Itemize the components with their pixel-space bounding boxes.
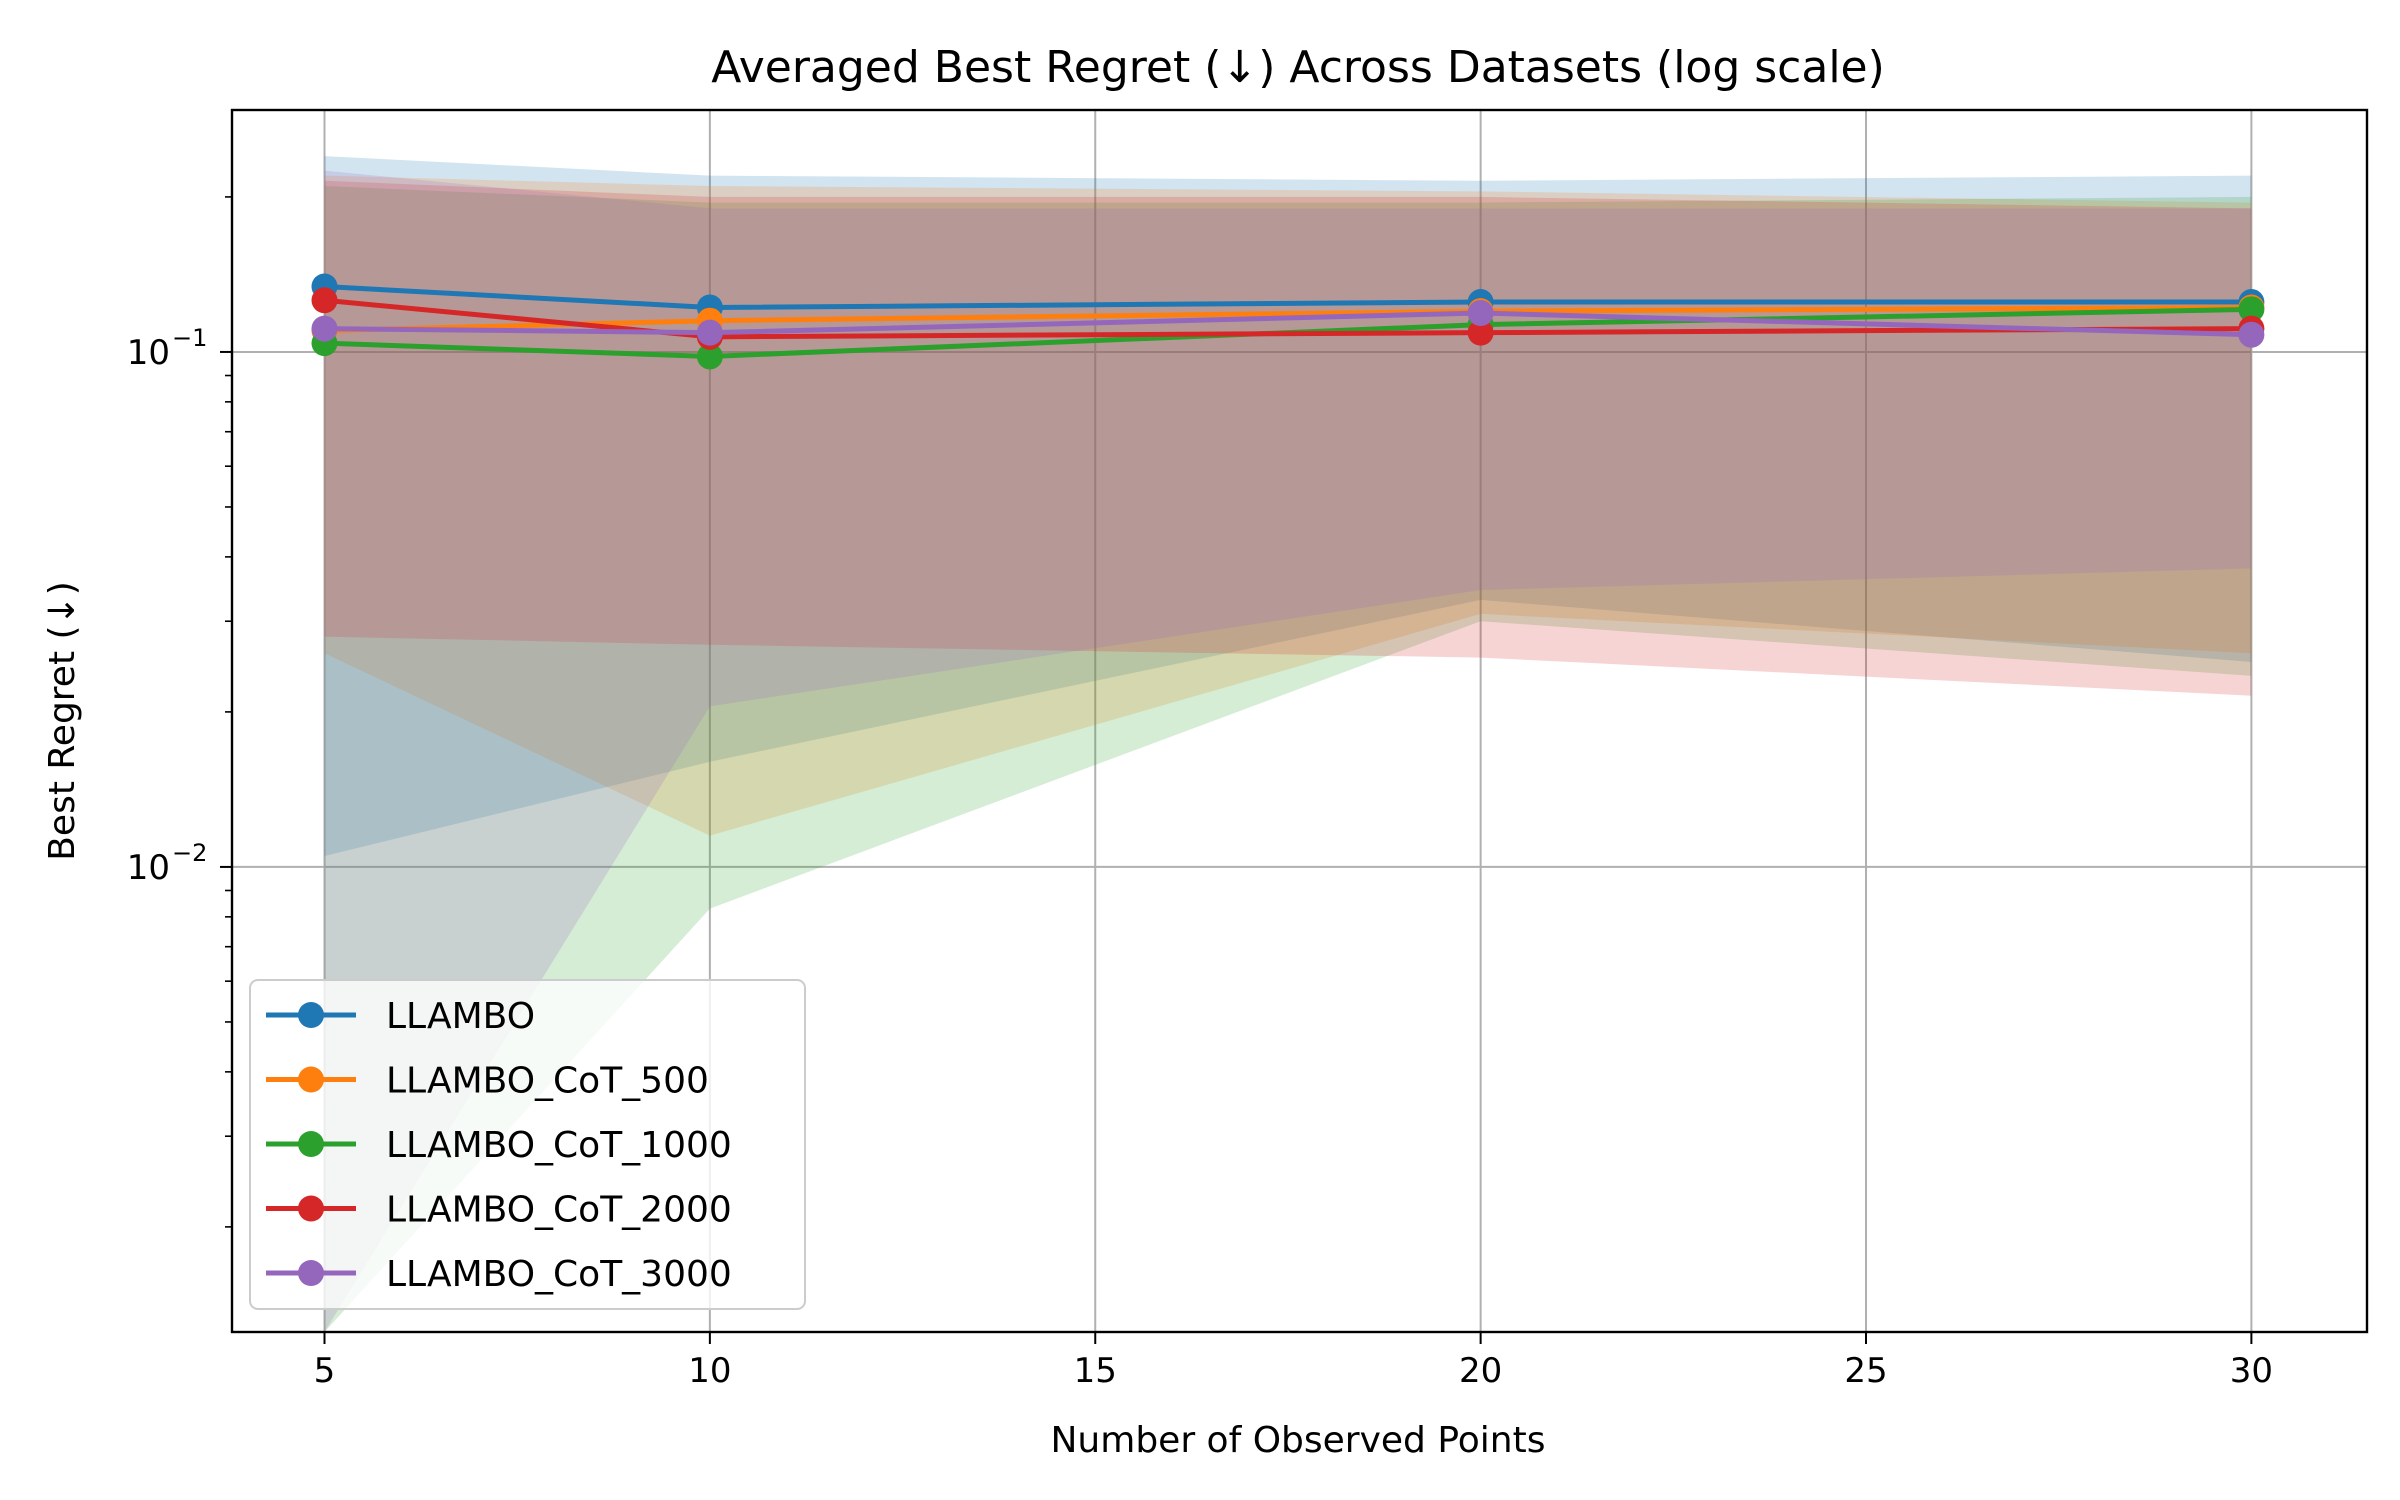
legend-swatch-marker [298, 1260, 324, 1286]
plot-frame [230, 108, 2369, 1334]
y-tick-exponent: −1 [172, 324, 207, 352]
series-line [324, 306, 2252, 359]
data-point [696, 319, 723, 346]
y-axis-label: Best Regret (↓) [42, 581, 83, 861]
legend-swatch-marker [298, 1002, 324, 1028]
data-point [696, 343, 723, 370]
error-band [324, 170, 2252, 1332]
y-tick-label: 10 [127, 848, 170, 888]
legend-swatch-marker [298, 1066, 324, 1093]
series-line [324, 283, 2252, 310]
series-line [324, 297, 2252, 340]
legend-swatch-marker [298, 1131, 324, 1157]
legend-label: LLAMBO_CoT_3000 [386, 1254, 732, 1295]
data-point [1467, 300, 1494, 327]
legend-label: LLAMBO_CoT_500 [386, 1061, 709, 1102]
series-line [324, 304, 2252, 334]
legend-box [249, 979, 806, 1310]
x-tick-label: 25 [1844, 1351, 1887, 1391]
data-point [2238, 321, 2265, 348]
series-lines [311, 273, 2265, 370]
legend-swatch-marker [298, 1195, 324, 1222]
x-tick-label: 5 [314, 1351, 336, 1391]
x-tick-label: 20 [1459, 1351, 1502, 1391]
x-tick-label: 15 [1074, 1351, 1117, 1391]
error-band [324, 175, 2252, 836]
x-tick-label: 10 [688, 1351, 731, 1391]
data-point [1467, 319, 1494, 346]
data-point [311, 315, 338, 342]
legend-label: LLAMBO_CoT_1000 [386, 1125, 732, 1166]
chart-title: Averaged Best Regret (↓) Across Datasets… [711, 42, 1885, 93]
legend: LLAMBO LLAMBO_CoT_500 LLAMBO_CoT_1000 LLAMB… [249, 979, 806, 1310]
y-tick-label: 10 [127, 333, 170, 373]
y-tick-exponent: −2 [172, 839, 207, 867]
legend-label: LLAMBO [386, 996, 535, 1037]
error-band [324, 186, 2252, 1332]
data-point [311, 287, 338, 314]
data-point [2238, 296, 2265, 323]
series-line [324, 310, 2252, 338]
legend-label: LLAMBO_CoT_2000 [386, 1190, 732, 1231]
x-tick-label: 30 [2230, 1351, 2273, 1391]
x-axis-label: Number of Observed Points [1051, 1420, 1546, 1461]
